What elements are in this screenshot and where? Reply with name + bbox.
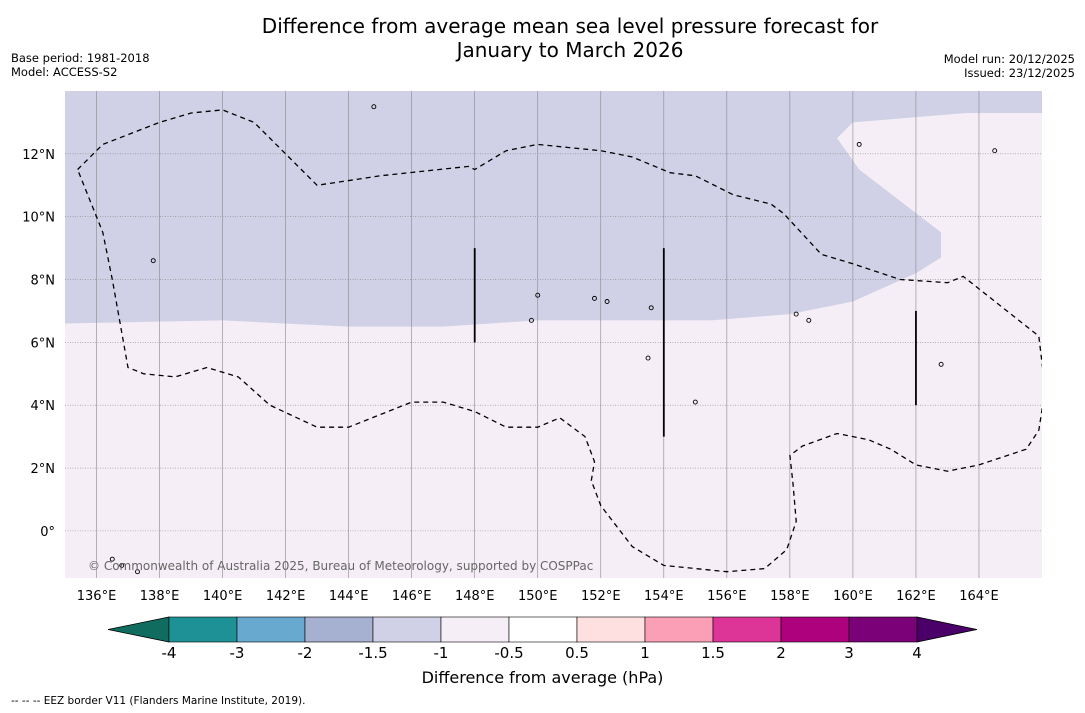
colorbar-bin <box>712 616 782 643</box>
x-tick-label: 148°E <box>455 589 495 604</box>
island-outline <box>856 141 862 147</box>
x-axis-ticks: 136°E 138°E 140°E 142°E 144°E 146°E 148°E 150°E… <box>77 589 999 604</box>
issued-date: Issued: 23/12/2025 <box>964 66 1075 80</box>
colorbar-title: Difference from average (hPa) <box>421 668 664 687</box>
colorbar-extend-low <box>107 616 170 643</box>
graticule <box>65 91 1042 578</box>
eez-border <box>76 109 1042 573</box>
island-outline <box>119 562 125 568</box>
island-outline <box>535 292 541 298</box>
y-tick-label: 0° <box>40 525 55 540</box>
pressure-anomaly-regions <box>65 91 1042 327</box>
colorbar-tick-label: 1.5 <box>701 644 725 662</box>
model-run: Model run: 20/12/2025 <box>943 52 1075 66</box>
y-tick-label: 8°N <box>31 274 56 289</box>
x-tick-label: 162°E <box>896 589 936 604</box>
colorbar-tick-label: -4 <box>162 644 177 662</box>
x-tick-label: 142°E <box>266 589 306 604</box>
colorbar-tick-label: -2 <box>298 644 313 662</box>
x-tick-label: 152°E <box>581 589 621 604</box>
colorbar-extend-high <box>916 616 978 643</box>
x-tick-label: 138°E <box>140 589 180 604</box>
title-line-1: Difference from average mean sea level p… <box>261 14 879 38</box>
footer-note: -- -- -- EEZ border V11 (Flanders Marine… <box>11 695 306 707</box>
island-outline <box>150 258 156 264</box>
island-outline <box>648 305 654 311</box>
colorbar-bin <box>168 616 238 643</box>
colorbar-bin <box>780 616 850 643</box>
y-tick-label: 4°N <box>31 399 56 414</box>
colorbar-tick-label: 0.5 <box>565 644 589 662</box>
base-period: Base period: 1981-2018 <box>11 51 150 65</box>
colorbar-bin <box>848 616 918 643</box>
colorbar-bin <box>576 616 646 643</box>
x-tick-label: 164°E <box>959 589 999 604</box>
island-outline <box>592 295 597 301</box>
colorbar-bin <box>508 616 578 643</box>
colorbar-bin <box>644 616 714 643</box>
colorbar-tick-label: -1.5 <box>358 644 387 662</box>
copyright-text: © Commonwealth of Australia 2025, Bureau… <box>88 559 593 573</box>
metadata-left: Base period: 1981-2018 Model: ACCESS-S2 <box>11 51 150 79</box>
y-tick-label: 2°N <box>31 462 56 477</box>
x-tick-label: 136°E <box>77 589 117 604</box>
colorbar-tick-label: 3 <box>844 644 854 662</box>
colorbar-tick-label: 1 <box>640 644 650 662</box>
colorbar-bin <box>372 616 442 643</box>
island-outline <box>645 355 651 361</box>
y-tick-label: 10°N <box>22 211 55 226</box>
x-tick-label: 156°E <box>707 589 747 604</box>
chart-title: Difference from average mean sea level p… <box>0 14 1085 62</box>
y-tick-label: 6°N <box>31 336 56 351</box>
colorbar-tick-label: -3 <box>230 644 245 662</box>
island-outline <box>528 317 534 323</box>
boundary-lines <box>473 248 917 437</box>
colorbar: -4 -3 -2 -1.5 -1 -0.5 0.5 1 1.5 2 3 4 <box>107 616 978 662</box>
x-tick-label: 150°E <box>518 589 558 604</box>
island-outline <box>109 556 115 562</box>
colorbar-bin <box>304 616 374 643</box>
x-tick-label: 144°E <box>329 589 369 604</box>
island-outline <box>135 569 140 575</box>
island-outline <box>692 399 698 405</box>
title-line-2: January to March 2026 <box>456 38 684 62</box>
colorbar-tick-label: 4 <box>912 644 922 662</box>
model-name: Model: ACCESS-S2 <box>11 65 118 79</box>
colorbar-tick-label: 2 <box>776 644 786 662</box>
island-outline <box>371 104 377 110</box>
colorbar-bin <box>440 616 510 643</box>
island-outline <box>806 317 812 323</box>
y-tick-label: 12°N <box>22 148 55 163</box>
colorbar-tick-label: -0.5 <box>494 644 523 662</box>
colorbar-bin <box>236 616 306 643</box>
x-tick-label: 154°E <box>644 589 684 604</box>
x-tick-label: 160°E <box>833 589 873 604</box>
island-outline <box>992 148 998 154</box>
island-outline <box>938 361 944 367</box>
colorbar-tick-label: -1 <box>434 644 449 662</box>
island-outline <box>793 311 799 317</box>
x-tick-label: 158°E <box>770 589 810 604</box>
x-tick-label: 140°E <box>203 589 243 604</box>
x-tick-label: 146°E <box>392 589 432 604</box>
coastlines <box>109 104 998 575</box>
island-outline <box>604 299 610 304</box>
y-axis-ticks: 0° 2°N 4°N 6°N 8°N 10°N 12°N <box>22 148 55 540</box>
metadata-right: Model run: 20/12/2025 Issued: 23/12/2025 <box>944 52 1075 80</box>
anomaly-region-0 <box>65 91 1042 327</box>
